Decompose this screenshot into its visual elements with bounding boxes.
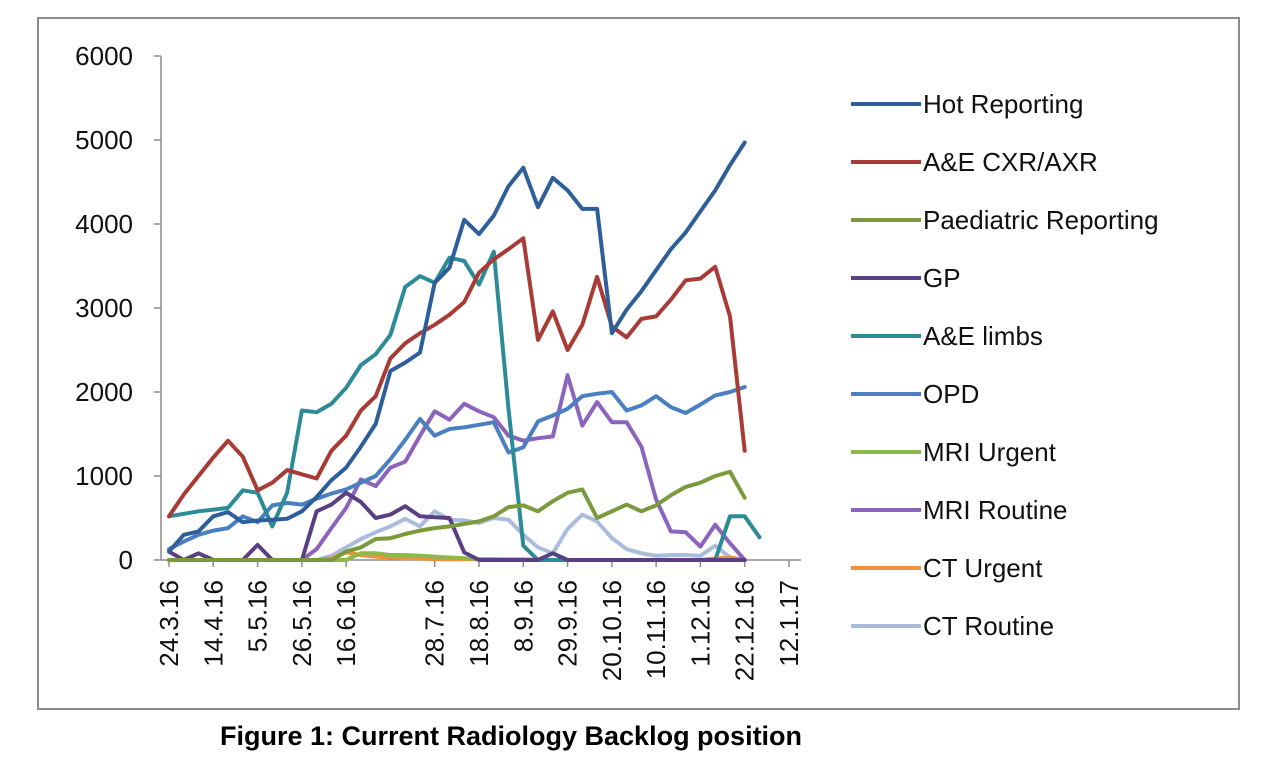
x-tick-label: 24.3.16 bbox=[154, 580, 184, 667]
legend-label: A&E limbs bbox=[923, 321, 1043, 351]
x-tick-label: 10.11.16 bbox=[641, 580, 671, 679]
x-tick-label: 8.9.16 bbox=[508, 580, 538, 652]
legend-label: MRI Routine bbox=[923, 495, 1068, 525]
y-tick-label: 2000 bbox=[75, 377, 133, 407]
legend: Hot Reporting A&E CXR/AXR Paediatric Repor… bbox=[851, 89, 1159, 641]
y-tick-label: 4000 bbox=[75, 209, 133, 239]
series-line-3 bbox=[167, 469, 747, 562]
x-tick-label: 1.12.16 bbox=[685, 580, 715, 667]
series-line-4 bbox=[167, 490, 747, 562]
legend-label: CT Urgent bbox=[923, 553, 1043, 583]
axes: 0 1000 2000 3000 4000 5000 6000 24.3.16 14.4.16 5… bbox=[75, 41, 804, 681]
x-tick-label: 26.5.16 bbox=[287, 580, 317, 667]
legend-label: Hot Reporting bbox=[923, 89, 1083, 119]
figure-caption: Figure 1: Current Radiology Backlog posi… bbox=[220, 721, 803, 751]
y-tick-label: 0 bbox=[119, 545, 133, 575]
x-tick-label: 12.1.17 bbox=[774, 580, 804, 667]
y-tick-label: 6000 bbox=[75, 41, 133, 71]
x-tick-label: 22.12.16 bbox=[730, 580, 760, 681]
series-line-1 bbox=[167, 140, 747, 554]
legend-label: GP bbox=[923, 263, 961, 293]
legend-label: OPD bbox=[923, 379, 979, 409]
y-tick-label: 5000 bbox=[75, 125, 133, 155]
x-tick-label: 16.6.16 bbox=[331, 580, 361, 667]
legend-label: Paediatric Reporting bbox=[923, 205, 1159, 235]
series-line-2 bbox=[167, 236, 747, 519]
x-tick-label: 28.7.16 bbox=[420, 580, 450, 667]
x-tick-label: 18.8.16 bbox=[464, 580, 494, 667]
x-tick-label: 29.9.16 bbox=[553, 580, 583, 667]
series-layer bbox=[167, 140, 762, 562]
line-chart: 0 1000 2000 3000 4000 5000 6000 24.3.16 14.4.16 5… bbox=[75, 41, 1159, 681]
y-tick-label: 3000 bbox=[75, 293, 133, 323]
legend-label: CT Routine bbox=[923, 611, 1054, 641]
legend-label: A&E CXR/AXR bbox=[923, 147, 1098, 177]
chart-frame: 0 1000 2000 3000 4000 5000 6000 24.3.16 14.4.16 5… bbox=[37, 17, 1240, 710]
x-tick-label: 20.10.16 bbox=[597, 580, 627, 681]
x-tick-label: 5.5.16 bbox=[243, 580, 273, 652]
x-tick-label: 14.4.16 bbox=[198, 580, 228, 667]
y-tick-label: 1000 bbox=[75, 461, 133, 491]
legend-label: MRI Urgent bbox=[923, 437, 1057, 467]
